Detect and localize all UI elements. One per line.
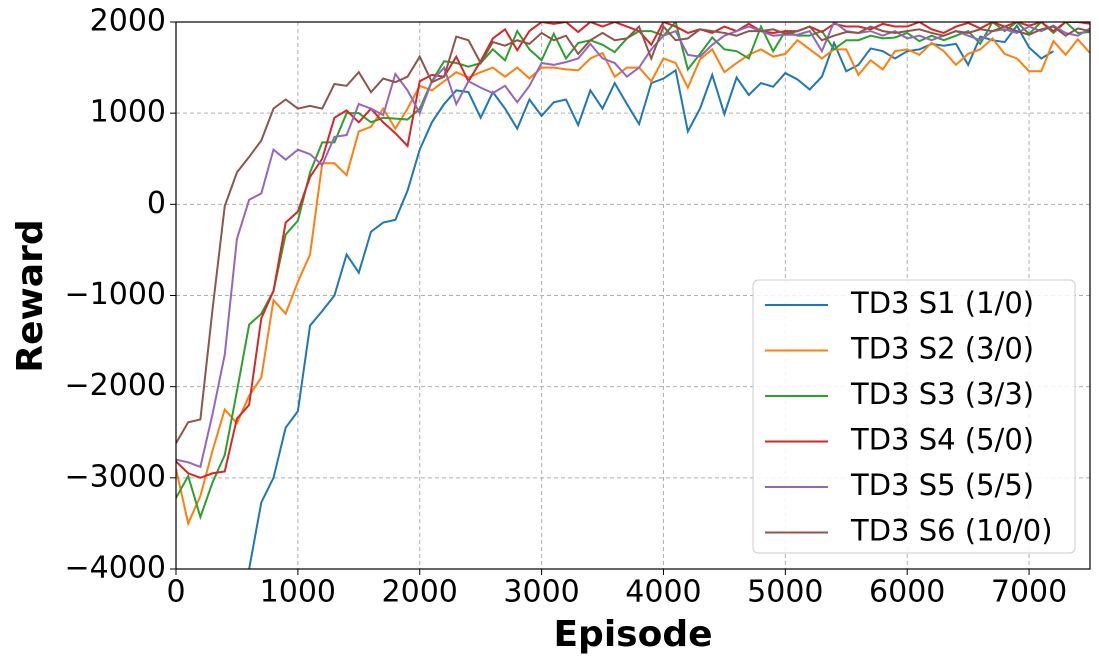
y-tick-label: −4000 [65,551,166,586]
x-axis-label: Episode [553,614,712,655]
y-tick-label: 2000 [90,4,166,39]
series-line [176,36,1090,527]
x-tick-label: 4000 [625,575,701,610]
legend-label: TD3 S3 (3/3) [850,377,1034,411]
y-tick-label: −1000 [65,277,166,312]
series-line [176,22,1090,479]
x-tick-label: 6000 [869,575,945,610]
legend-label: TD3 S4 (5/0) [850,423,1034,457]
x-tick-label: 3000 [503,575,579,610]
legend-label: TD3 S6 (10/0) [850,514,1053,548]
legend-label: TD3 S1 (1/0) [850,286,1034,320]
plot-lines [176,22,1090,569]
y-tick-label: −2000 [65,368,166,403]
legend-box [752,279,1076,554]
y-tick-label: 1000 [90,95,166,130]
series-line [248,23,1054,569]
y-tick-label: −3000 [65,459,166,494]
y-tick-label: 0 [147,186,166,221]
x-tick-label: 7000 [991,575,1067,610]
series-line [176,24,1090,444]
x-tick-label: 1000 [260,575,336,610]
x-tick-label: 5000 [747,575,823,610]
legend-label: TD3 S2 (3/0) [850,332,1034,366]
legend-label: TD3 S5 (5/5) [850,468,1034,502]
x-tick-label: 0 [166,575,185,610]
series-line [176,22,1090,469]
y-axis-label: Reward [10,219,51,372]
plot-frame [175,21,1091,570]
x-tick-label: 2000 [382,575,458,610]
